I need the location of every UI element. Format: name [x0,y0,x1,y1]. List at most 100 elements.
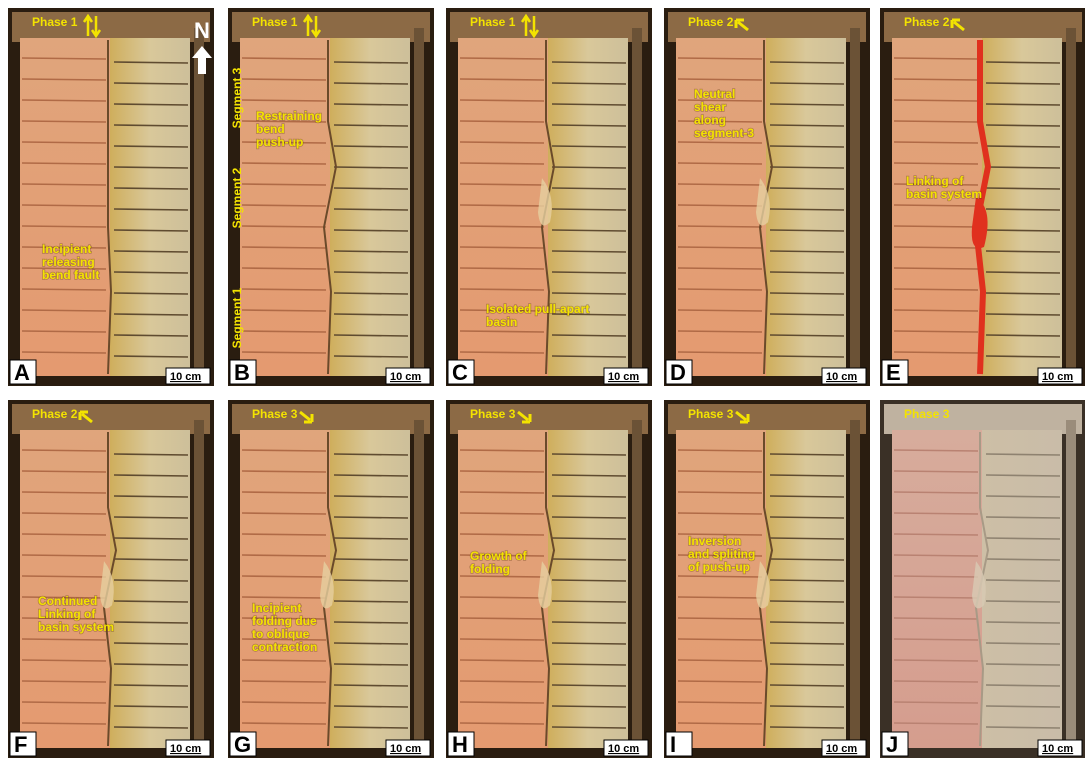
sand-layer [334,104,408,105]
sand-layer [678,723,762,724]
sand-layer [986,622,1060,623]
sand-layer [678,205,762,206]
segment-label: Segment 3 [230,67,244,128]
sand-layer [22,331,106,332]
sand-layer [770,167,844,168]
sand-layer [22,289,106,290]
sand-layer [460,723,544,724]
sand-layer [22,660,106,661]
sand-layer [22,121,106,122]
annotation: contraction [252,640,317,654]
sand-layer [334,356,408,357]
annotation: Incipient [42,242,91,256]
sand-layer [114,475,188,476]
sand-layer [894,352,978,353]
rail [850,420,860,748]
sand-layer [114,622,188,623]
sand-layer [460,639,544,640]
sand-layer [460,163,544,164]
left-sand [240,430,330,748]
sand-layer [334,580,408,581]
sand-layer [552,62,626,63]
sand-layer [894,226,978,227]
sand-layer [894,639,978,640]
sand-layer [460,289,544,290]
sand-layer [242,702,326,703]
sand-layer [894,79,978,80]
sand-layer [460,79,544,80]
sand-layer [678,226,762,227]
panel-letter: G [234,732,251,757]
sand-layer [770,580,844,581]
sand-layer [552,643,626,644]
sand-layer [894,100,978,101]
sand-layer [460,618,544,619]
sand-layer [678,331,762,332]
sand-layer [22,352,106,353]
sand-layer [460,492,544,493]
scale-label: 10 cm [1042,371,1073,383]
sand-layer [986,685,1060,686]
panel: Phase 3Growth offoldingH10 cm [446,400,652,758]
sand-layer [986,356,1060,357]
annotation: Neutral [694,87,735,101]
sand-layer [986,272,1060,273]
sand-layer [986,454,1060,455]
sand-layer [242,723,326,724]
sand-layer [678,352,762,353]
sand-layer [334,727,408,728]
scale-label: 10 cm [826,743,857,755]
sand-layer [460,331,544,332]
sand-layer [334,601,408,602]
sand-layer [986,496,1060,497]
sand-layer [242,247,326,248]
annotation: segment-3 [694,126,754,140]
sand-layer [986,643,1060,644]
sand-layer [552,167,626,168]
sand-layer [986,146,1060,147]
sand-layer [678,492,762,493]
sand-layer [986,167,1060,168]
sand-layer [460,681,544,682]
sand-layer [114,293,188,294]
sand-layer [242,450,326,451]
sand-layer [552,622,626,623]
sand-layer [114,517,188,518]
sand-layer [22,79,106,80]
sand-layer [460,660,544,661]
panel-letter: A [14,360,30,385]
sand-layer [678,58,762,59]
sand-layer [894,618,978,619]
sand-layer [460,534,544,535]
sand-layer [334,272,408,273]
sand-layer [986,230,1060,231]
sand-layer [552,251,626,252]
sand-layer [894,450,978,451]
sand-layer [770,622,844,623]
sand-layer [678,268,762,269]
sand-layer [242,576,326,577]
sand-layer [334,314,408,315]
sand-layer [334,209,408,210]
scale-label: 10 cm [170,743,201,755]
phase-label: Phase 3 [904,407,950,421]
annotation: Growth of [470,549,528,563]
sand-layer [894,534,978,535]
sand-layer [770,454,844,455]
sand-layer [460,142,544,143]
sand-layer [242,205,326,206]
sand-layer [22,702,106,703]
sand-layer [242,555,326,556]
sand-layer [678,163,762,164]
sand-layer [894,121,978,122]
sand-layer [894,58,978,59]
sand-layer [552,706,626,707]
annotation: Inversion [688,534,741,548]
sand-layer [770,559,844,560]
sand-layer [894,247,978,248]
sand-layer [986,251,1060,252]
annotation: folding due [252,614,317,628]
sand-layer [986,706,1060,707]
scale-label: 10 cm [608,743,639,755]
